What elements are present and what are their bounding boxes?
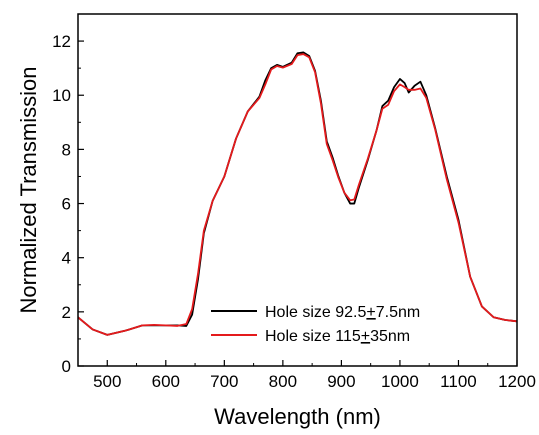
y-tick-label: 4	[62, 249, 71, 268]
legend: Hole size 92.5+7.5nm Hole size 115+35nm	[211, 304, 420, 345]
x-tick-label: 900	[327, 372, 355, 391]
axis-ticks	[77, 40, 518, 367]
y-tick-label: 8	[62, 140, 71, 159]
x-tick-label: 800	[269, 372, 297, 391]
y-tick-label: 2	[62, 303, 71, 322]
plot-frame	[77, 13, 518, 367]
x-tick-label: 1000	[381, 372, 419, 391]
x-tick-label: 500	[93, 372, 121, 391]
axis-tick-labels: 500 600 700 800 900 1000 1100 1200 0 2 4 6 8 10 12	[52, 32, 536, 391]
x-tick-label: 600	[152, 372, 180, 391]
y-tick-label: 6	[62, 195, 71, 214]
series-line-2	[77, 53, 518, 336]
y-tick-label: 10	[52, 86, 71, 105]
x-tick-label: 700	[210, 372, 238, 391]
series-lines	[77, 51, 518, 336]
legend-label-1: Hole size 92.5+7.5nm	[265, 304, 420, 321]
x-tick-label: 1100	[440, 372, 477, 391]
y-tick-label: 12	[52, 32, 71, 51]
legend-label-2: Hole size 115+35nm	[265, 328, 410, 345]
x-tick-label: 1200	[498, 372, 536, 391]
y-tick-label: 0	[62, 357, 71, 376]
x-axis-title: Wavelength (nm)	[214, 404, 381, 429]
y-axis-title: Normalized Transmission	[16, 67, 41, 314]
